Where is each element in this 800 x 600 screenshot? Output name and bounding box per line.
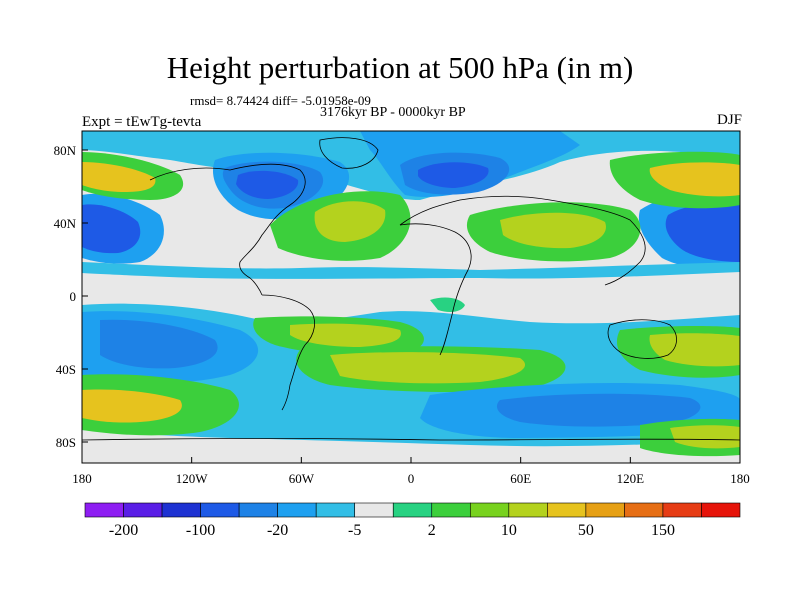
colorbar-box: [354, 502, 394, 518]
x-tick-label: 0: [408, 471, 415, 486]
contour-north-atlantic-high-core: [314, 201, 386, 242]
colorbar-label: -20: [267, 522, 288, 539]
contour-eurasia-high-core: [500, 212, 606, 249]
contour-north-america-low-center: [236, 170, 299, 199]
contour-southern-ocean-low-core: [496, 393, 701, 427]
coast-antarctica: [82, 438, 740, 441]
experiment-label: Expt = tEwTg-tevta: [82, 114, 202, 130]
colorbar: -200 -100 -20 -5 2 10 50 150: [84, 502, 741, 539]
season-label: DJF: [716, 112, 742, 128]
contour-southern-blue-core: [100, 319, 218, 369]
colorbar-box: [315, 502, 356, 518]
coast-africa: [399, 223, 472, 356]
y-tick-label: 40S: [56, 362, 76, 377]
colorbar-boxes: [84, 502, 741, 518]
contour-eurasia-low-core: [418, 162, 489, 188]
x-tick-label: 60E: [510, 471, 531, 486]
y-tick-label: 0: [70, 289, 77, 304]
colorbar-labels: -200 -100 -20 -5 2 10 50 150: [109, 522, 675, 539]
colorbar-label: 150: [651, 522, 675, 539]
y-tick-label: 40N: [54, 216, 77, 231]
colorbar-box: [508, 502, 548, 518]
colorbar-box: [469, 502, 510, 518]
colorbar-box: [431, 502, 471, 518]
contour-north-pacific-high-core: [82, 162, 156, 192]
colorbar-box: [701, 502, 741, 518]
contour-south-atlantic-high-core: [290, 323, 401, 347]
y-tick-label: 80S: [56, 435, 76, 450]
x-tick-label: 60W: [289, 471, 315, 486]
colorbar-label: -5: [348, 522, 361, 539]
x-tick-label: 180: [72, 471, 92, 486]
contour-east-pacific-low-core: [82, 204, 141, 254]
colorbar-box: [84, 502, 124, 518]
x-tick-label: 120E: [617, 471, 645, 486]
colorbar-label: 10: [501, 522, 517, 539]
contour-fields: [82, 131, 740, 457]
colorbar-box: [277, 502, 317, 518]
colorbar-box: [585, 502, 625, 518]
colorbar-box: [238, 502, 278, 518]
x-tick-label: 120W: [176, 471, 209, 486]
map-panel: [81, 130, 741, 464]
contour-far-south-high-core: [670, 425, 740, 449]
colorbar-box: [662, 502, 702, 518]
colorbar-label: -200: [109, 522, 138, 539]
x-axis: 180 120W 60W 0 60E 120E 180: [72, 457, 750, 486]
coast-north-america: [149, 163, 306, 296]
plot-title: Height perturbation at 500 hPa (in m): [166, 50, 634, 85]
coastlines: [82, 137, 740, 441]
contour-southern-ocean-high-core: [330, 352, 526, 384]
contour-northeast-asia-high-core: [649, 162, 740, 197]
coast-australia: [607, 319, 677, 359]
rmsd-diff-stats: rmsd= 8.74424 diff= -5.01958e-09: [190, 93, 371, 108]
colorbar-box: [547, 502, 587, 518]
contour-south-pacific-high-core: [82, 389, 182, 423]
x-tick-label: 180: [730, 471, 750, 486]
colorbar-box: [200, 502, 240, 518]
time-period: 3176kyr BP - 0000kyr BP: [320, 105, 466, 120]
coast-south-america: [261, 294, 315, 411]
contour-indian-ocean-patch: [430, 297, 465, 313]
y-tick-label: 80N: [54, 143, 77, 158]
coast-greenland: [319, 137, 379, 169]
colorbar-label: 50: [578, 522, 594, 539]
contour-tasman-high-core: [649, 333, 740, 367]
coast-eurasia: [399, 195, 646, 286]
colorbar-label: -100: [186, 522, 215, 539]
colorbar-label: 2: [428, 522, 436, 539]
colorbar-box: [624, 502, 664, 518]
y-axis: 80N 40N 0 40S 80S: [54, 143, 88, 450]
contour-tropical-band: [82, 262, 740, 279]
colorbar-box: [123, 502, 163, 518]
colorbar-box: [392, 502, 433, 518]
contour-west-pacific-low-core: [665, 202, 740, 262]
colorbar-box: [161, 502, 201, 518]
